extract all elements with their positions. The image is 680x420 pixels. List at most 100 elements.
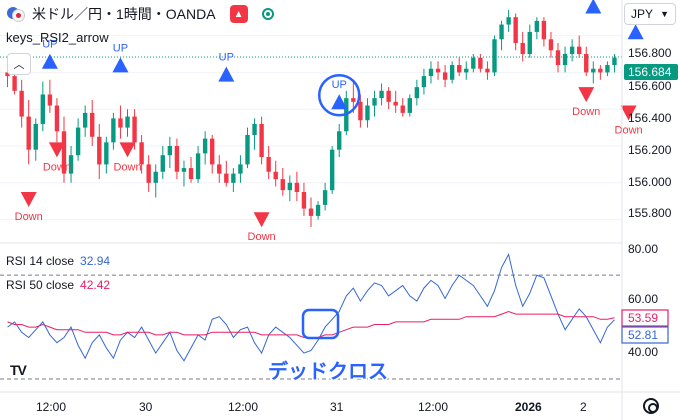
candle-up	[534, 20, 540, 32]
up-arrow-icon	[331, 94, 348, 110]
candle-down	[61, 131, 67, 174]
candle-down	[294, 182, 300, 192]
rsi50-legend-label: RSI 50 close	[6, 278, 75, 292]
candle-down	[280, 179, 285, 191]
candle-down	[90, 112, 95, 137]
price-axis[interactable]: 156.800 156.600 156.400 156.200 156.000 …	[628, 46, 672, 220]
dead-cross-label: デッドクロス	[268, 359, 388, 383]
up-arrow-icon	[112, 57, 129, 73]
price-tick: 156.200	[628, 143, 672, 157]
price-tick: 156.600	[628, 79, 672, 93]
candle-down	[26, 116, 31, 150]
rsi14-legend-value: 32.94	[80, 254, 111, 268]
down-arrow-icon	[20, 192, 37, 207]
candle-up	[471, 57, 476, 69]
candle-up	[231, 173, 236, 183]
up-label: UP	[332, 79, 347, 91]
candle-up	[414, 87, 420, 99]
rsi50-line	[7, 310, 615, 338]
candle-down	[393, 101, 398, 106]
candle-up	[499, 24, 504, 40]
candle-up	[464, 68, 469, 73]
candle-up	[492, 39, 497, 73]
symbol-title[interactable]: 米ドル／円・1時間・OANDA	[32, 6, 216, 22]
candle-up	[379, 90, 384, 99]
candle-up	[252, 123, 257, 135]
candle-down	[584, 54, 589, 73]
candle-up	[75, 127, 81, 156]
candle-up	[315, 204, 321, 216]
candle-down	[485, 68, 490, 73]
candle-down	[217, 164, 222, 174]
candle-up	[421, 76, 427, 88]
rsi14-tag-value: 52.81	[628, 328, 658, 342]
candle-down	[442, 72, 448, 80]
candle-down	[224, 173, 229, 183]
candle-down	[273, 171, 278, 180]
candle-up	[125, 116, 130, 128]
time-axis[interactable]: 12:00 30 12:00 31 12:00 2026 2	[36, 400, 587, 414]
dead-cross-highlight	[301, 308, 340, 340]
tradingview-logo[interactable]: TV	[10, 362, 27, 378]
candle-up	[287, 182, 293, 191]
time-tick: 31	[330, 400, 344, 414]
rsi-tick: 40.00	[628, 345, 658, 359]
candle-down	[478, 57, 483, 69]
rsi-axis[interactable]: 80.00 60.00 40.00	[628, 242, 658, 359]
candle-down	[132, 116, 137, 143]
candle-up	[245, 134, 250, 165]
candle-up	[322, 190, 328, 205]
price-tick: 156.000	[628, 175, 672, 189]
current-price-tag: 156.684	[624, 64, 678, 80]
rsi14-legend-label: RSI 14 close	[6, 254, 75, 268]
candle-up	[111, 118, 116, 143]
candle-up	[68, 155, 74, 174]
down-label: Down	[43, 161, 71, 173]
candle-down	[386, 90, 391, 102]
candle-down	[358, 101, 363, 121]
candle-up	[605, 65, 610, 73]
candle-down	[548, 39, 554, 51]
price-tick: 156.800	[628, 46, 672, 60]
candle-up	[428, 68, 434, 77]
candle-up	[449, 65, 455, 80]
down-arrow-icon	[253, 212, 270, 228]
candle-down	[47, 94, 53, 106]
rsi14-legend[interactable]: RSI 14 close 32.94	[6, 254, 110, 268]
candle-down	[19, 90, 24, 117]
rsi50-tag-value: 53.59	[628, 311, 658, 325]
candle-up	[181, 168, 187, 172]
time-tick: 12:00	[36, 400, 66, 414]
candle-up	[153, 171, 158, 183]
rsi50-legend[interactable]: RSI 50 close 42.42	[6, 278, 110, 292]
rsi14-line	[7, 252, 615, 362]
candle-up	[82, 112, 88, 128]
candle-down	[97, 136, 102, 165]
candle-up	[372, 98, 377, 106]
candle-up	[591, 68, 596, 73]
candle-down	[301, 192, 307, 209]
candle-up	[527, 31, 532, 54]
candle-down	[435, 68, 441, 73]
chevron-down-icon: ▼	[660, 9, 669, 19]
gear-icon[interactable]	[643, 398, 659, 414]
price-tick: 155.800	[628, 206, 672, 220]
candle-down	[188, 168, 194, 180]
candle-up	[612, 57, 617, 66]
down-label: Down	[248, 231, 276, 243]
candle-up	[506, 17, 511, 25]
candle-down	[259, 123, 264, 158]
rsi50-value-tag: 53.59	[621, 309, 669, 327]
candle-up	[562, 54, 568, 66]
currency-selector[interactable]: JPY ▼	[624, 3, 676, 25]
usdjpy-flag-icon	[6, 6, 26, 22]
collapse-legend-button[interactable]: ︿	[7, 53, 31, 75]
currency-value: JPY	[631, 7, 654, 21]
candle-up	[569, 46, 575, 54]
indicator-name[interactable]: keys_RSI2_arrow	[6, 30, 109, 45]
down-arrow-icon	[119, 142, 136, 158]
candle-up	[33, 123, 38, 150]
bell-icon[interactable]: ▲	[229, 5, 248, 23]
candle-up	[407, 98, 412, 113]
